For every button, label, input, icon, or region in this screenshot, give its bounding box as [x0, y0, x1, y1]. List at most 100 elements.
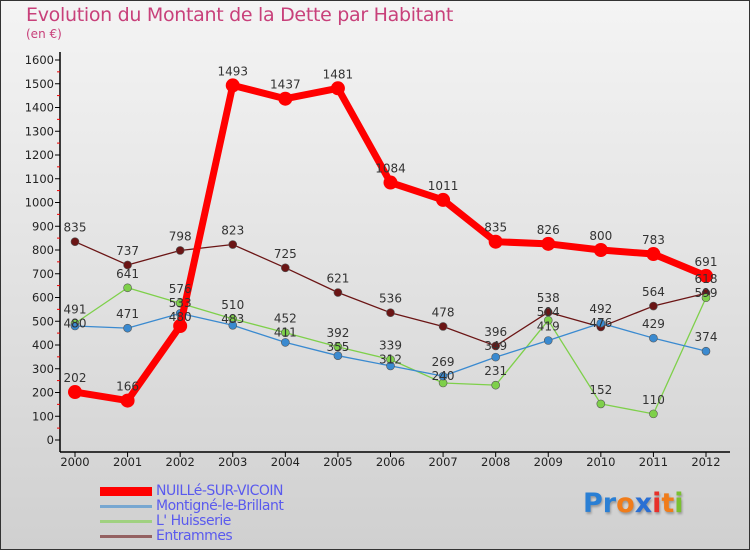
data-label: 478 — [432, 305, 455, 319]
legend-swatch — [100, 505, 152, 508]
data-label: 725 — [274, 247, 297, 261]
data-label: 349 — [484, 339, 507, 353]
x-tick-label: 2009 — [534, 455, 563, 469]
data-label: 429 — [642, 317, 665, 331]
data-point — [330, 81, 345, 96]
data-label: 240 — [432, 369, 455, 383]
y-tick-label: 800 — [32, 243, 54, 257]
y-tick-label: 100 — [32, 409, 54, 423]
data-label: 835 — [484, 221, 507, 235]
legend-item: Entrammes — [100, 529, 283, 544]
data-point — [438, 371, 448, 381]
data-point — [333, 342, 343, 352]
data-point — [123, 260, 132, 270]
data-label: 823 — [221, 224, 244, 238]
data-label: 599 — [695, 286, 718, 300]
data-point — [699, 268, 713, 283]
y-tick-label: 1200 — [25, 148, 54, 162]
x-tick-label: 2003 — [218, 455, 247, 469]
data-point — [596, 399, 606, 409]
legend-swatch — [100, 535, 152, 538]
data-point — [383, 175, 398, 190]
data-point — [543, 336, 553, 345]
data-label: 564 — [642, 285, 665, 299]
data-point — [649, 301, 658, 311]
data-label: 1481 — [323, 67, 354, 81]
data-point — [281, 328, 290, 337]
data-label: 826 — [537, 223, 560, 237]
data-point — [278, 91, 293, 106]
data-point — [333, 288, 343, 297]
logo-letter: x — [634, 488, 653, 519]
data-label: 576 — [169, 282, 192, 296]
data-label: 538 — [537, 291, 560, 305]
logo-letter: t — [661, 488, 675, 519]
data-label: 202 — [64, 371, 87, 385]
data-label: 1084 — [375, 162, 406, 176]
data-point — [228, 320, 238, 330]
x-tick-label: 2005 — [323, 455, 352, 469]
data-point — [491, 352, 500, 362]
data-label: 419 — [537, 319, 560, 333]
data-label: 691 — [695, 255, 718, 269]
data-label: 618 — [695, 272, 718, 286]
data-point — [438, 322, 448, 331]
data-label: 231 — [484, 364, 507, 378]
data-point — [225, 78, 240, 93]
data-point — [281, 263, 290, 273]
y-tick-label: 900 — [32, 219, 54, 233]
y-tick-label: 0 — [47, 433, 54, 447]
data-label: 339 — [379, 338, 402, 352]
y-tick-label: 1400 — [25, 101, 54, 115]
y-tick-label: 500 — [32, 314, 54, 328]
legend-label: L' Huisserie — [156, 513, 231, 529]
legend-item: NUILLé-SUR-VICOIN — [100, 484, 284, 499]
x-tick-label: 2000 — [60, 455, 89, 469]
logo-letter: i — [652, 488, 662, 519]
data-label: 1011 — [428, 179, 459, 193]
x-tick-label: 2004 — [271, 455, 300, 469]
data-label: 480 — [169, 310, 192, 324]
data-label: 641 — [116, 267, 139, 281]
data-label: 491 — [64, 302, 87, 316]
y-tick-label: 300 — [32, 362, 54, 376]
data-point — [491, 380, 500, 390]
data-point — [543, 315, 553, 325]
data-point — [646, 247, 661, 262]
data-label: 269 — [432, 355, 455, 369]
chart-title: Evolution du Montant de la Dette par Hab… — [26, 4, 454, 26]
data-point — [333, 351, 343, 360]
data-point — [123, 283, 132, 293]
data-point — [701, 293, 711, 303]
data-label: 510 — [221, 298, 244, 312]
y-tick-label: 600 — [32, 291, 54, 305]
data-label: 476 — [589, 316, 612, 330]
data-point — [123, 323, 132, 333]
data-label: 783 — [642, 233, 665, 247]
data-point — [281, 338, 290, 347]
logo-letter: P — [583, 488, 603, 519]
data-label: 392 — [326, 326, 349, 340]
data-point — [68, 385, 82, 400]
data-label: 480 — [64, 316, 87, 330]
x-tick-label: 2001 — [113, 455, 142, 469]
data-label: 312 — [379, 352, 402, 366]
data-label: 737 — [116, 244, 139, 258]
data-point — [386, 308, 395, 318]
legend-swatch — [100, 520, 152, 523]
data-label: 835 — [64, 221, 87, 235]
logo-letter: r — [602, 488, 617, 519]
data-point — [649, 333, 658, 343]
y-tick-label: 400 — [32, 338, 54, 352]
data-label: 411 — [274, 326, 297, 340]
y-tick-label: 1600 — [25, 53, 54, 67]
x-tick-label: 2002 — [166, 455, 195, 469]
x-tick-label: 2006 — [376, 455, 405, 469]
data-label: 152 — [589, 383, 612, 397]
data-point — [70, 237, 80, 246]
data-label: 166 — [116, 380, 139, 394]
data-point — [228, 240, 238, 249]
x-tick-label: 2008 — [481, 455, 510, 469]
x-tick-label: 2010 — [586, 455, 615, 469]
